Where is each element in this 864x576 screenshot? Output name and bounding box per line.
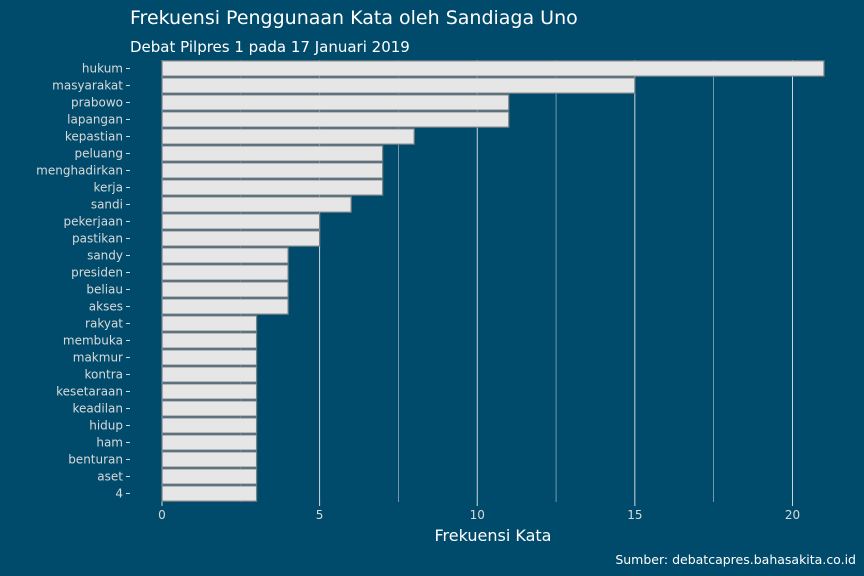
y-tick-label: lapangan xyxy=(67,113,123,127)
x-tick-label: 5 xyxy=(316,508,324,522)
bars xyxy=(161,60,825,502)
y-tick-label: keadilan xyxy=(72,402,123,416)
y-tick-label: hidup xyxy=(89,419,123,433)
y-tick-label: peluang xyxy=(74,147,123,161)
caption: Sumber: debatcapres.bahasakita.co.id xyxy=(615,552,856,567)
chart-title: Frekuensi Penggunaan Kata oleh Sandiaga … xyxy=(130,7,578,29)
y-tick-label: prabowo xyxy=(71,96,123,110)
bar-menghadirkan xyxy=(161,162,384,179)
y-tick-label: kepastian xyxy=(65,130,123,144)
x-tick-label: 15 xyxy=(627,508,642,522)
y-tick-label: kontra xyxy=(85,368,123,382)
y-tick-label: 4 xyxy=(115,487,123,501)
y-tick-label: presiden xyxy=(71,266,123,280)
y-tick-label: menghadirkan xyxy=(36,164,123,178)
x-axis-ticks: 0 5 10 15 20 xyxy=(158,502,800,522)
y-tick-label: pastikan xyxy=(72,232,123,246)
y-tick-label: masyarakat xyxy=(52,79,123,93)
y-tick-label: aset xyxy=(97,470,123,484)
y-tick-label: akses xyxy=(89,300,123,314)
y-tick-label: hukum xyxy=(82,62,123,76)
bar-kerja xyxy=(161,179,384,196)
y-axis-labels: hukum masyarakat prabowo lapangan kepastian p… xyxy=(36,62,130,501)
bar-keadilan xyxy=(161,400,258,417)
bar-sandy xyxy=(161,247,289,264)
bar-rakyat xyxy=(161,315,258,332)
y-tick-label: sandi xyxy=(91,198,123,212)
bar-peluang xyxy=(161,145,384,162)
bar-presiden xyxy=(161,264,289,281)
bar-makmur xyxy=(161,349,258,366)
bar-4 xyxy=(161,485,258,502)
bar-prabowo xyxy=(161,94,510,111)
x-axis-title: Frekuensi Kata xyxy=(435,526,552,545)
bar-kontra xyxy=(161,366,258,383)
bar-pekerjaan xyxy=(161,213,321,230)
bar-aset xyxy=(161,468,258,485)
bar-lapangan xyxy=(161,111,510,128)
x-tick-label: 20 xyxy=(785,508,800,522)
x-tick-label: 0 xyxy=(158,508,166,522)
y-tick-label: benturan xyxy=(68,453,123,467)
y-tick-label: membuka xyxy=(63,334,123,348)
bar-pastikan xyxy=(161,230,321,247)
bar-akses xyxy=(161,298,289,315)
bar-kesetaraan xyxy=(161,383,258,400)
bar-hidup xyxy=(161,417,258,434)
y-tick-label: kerja xyxy=(93,181,123,195)
bar-membuka xyxy=(161,332,258,349)
y-tick-label: makmur xyxy=(73,351,123,365)
y-tick-label: pekerjaan xyxy=(64,215,123,229)
y-tick-label: beliau xyxy=(86,283,123,297)
y-tick-label: rakyat xyxy=(85,317,123,331)
y-tick-label: ham xyxy=(96,436,123,450)
bar-benturan xyxy=(161,451,258,468)
bar-ham xyxy=(161,434,258,451)
bar-sandi xyxy=(161,196,352,213)
y-tick-label: kesetaraan xyxy=(56,385,123,399)
y-tick-label: sandy xyxy=(87,249,123,263)
bar-kepastian xyxy=(161,128,415,145)
bar-masyarakat xyxy=(161,77,636,94)
bar-hukum xyxy=(161,60,825,77)
x-tick-label: 10 xyxy=(470,508,485,522)
bar-beliau xyxy=(161,281,289,298)
chart-subtitle: Debat Pilpres 1 pada 17 Januari 2019 xyxy=(130,38,410,56)
